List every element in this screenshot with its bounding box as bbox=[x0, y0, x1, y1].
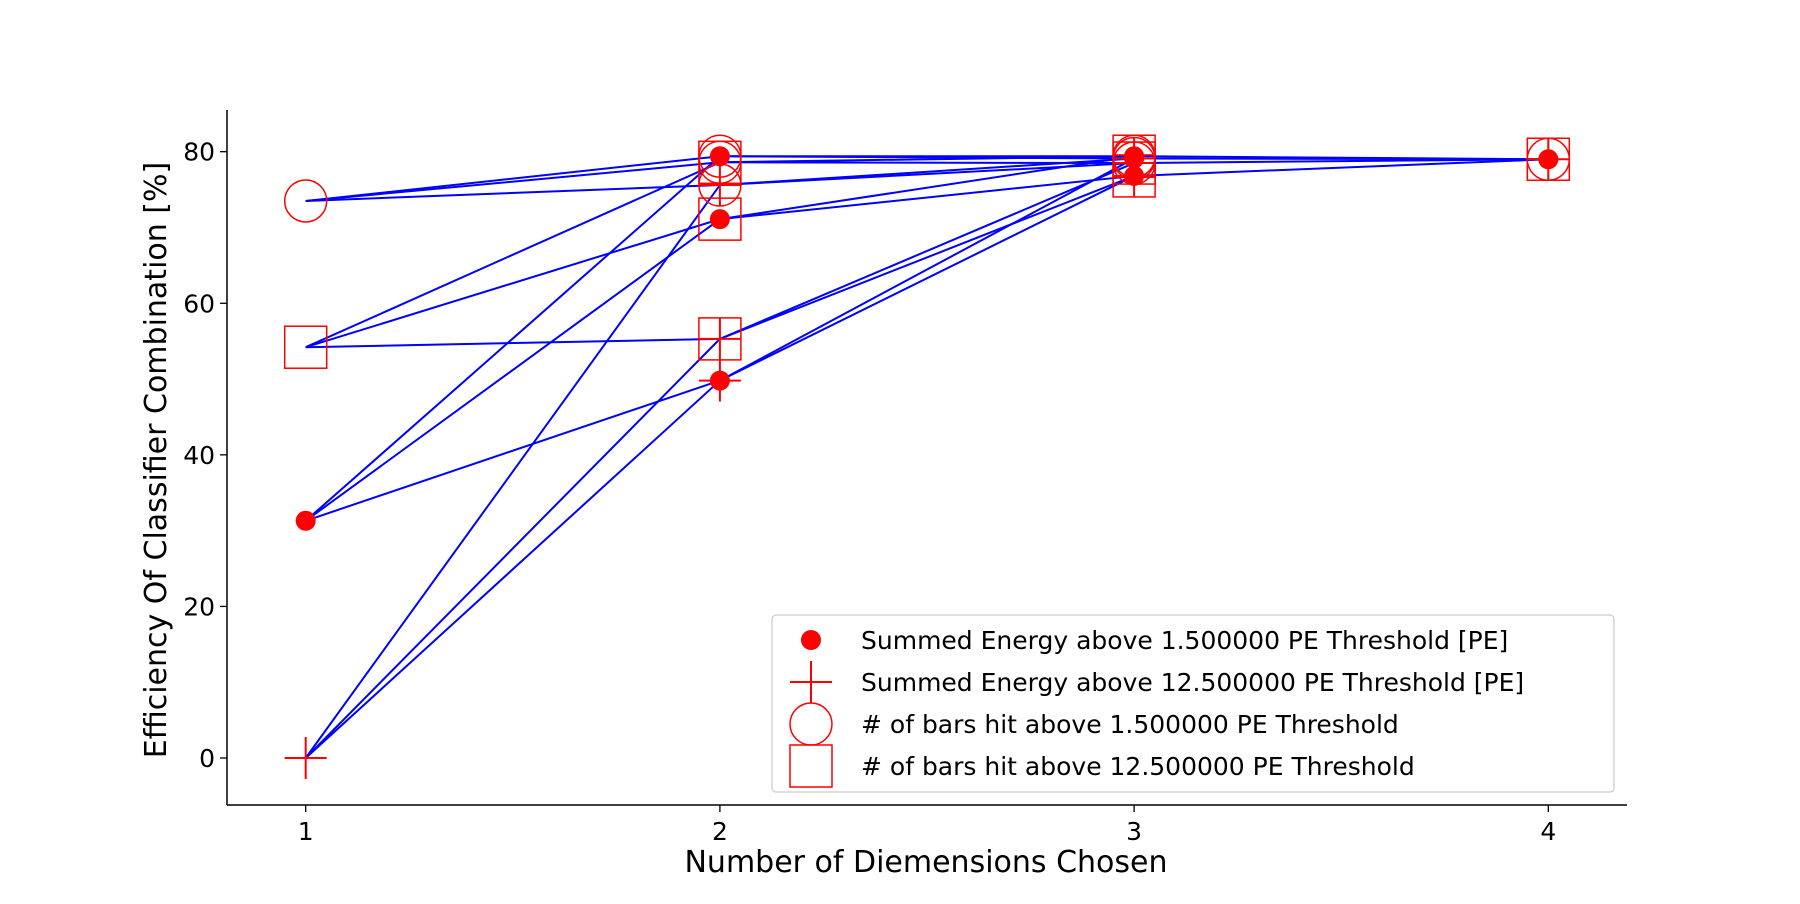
connection-line bbox=[305, 218, 721, 522]
connection-line bbox=[305, 155, 721, 522]
connection-line bbox=[304, 338, 721, 759]
data-point bbox=[698, 359, 741, 402]
marker-open-square bbox=[1112, 141, 1156, 185]
y-tick-label: 20 bbox=[183, 592, 215, 621]
marker-open-square bbox=[698, 140, 742, 185]
y-tick-label: 0 bbox=[199, 744, 215, 773]
connection-line bbox=[305, 184, 720, 202]
data-point bbox=[295, 510, 316, 531]
connection-line bbox=[305, 161, 720, 202]
marker-open-square bbox=[1526, 137, 1571, 182]
legend-label: Summed Energy above 12.500000 PE Thresho… bbox=[861, 668, 1524, 697]
legend-item: # of bars hit above 12.500000 PE Thresho… bbox=[789, 744, 1415, 788]
legend-label: Summed Energy above 1.500000 PE Threshol… bbox=[861, 626, 1508, 655]
connection-line bbox=[719, 174, 1135, 221]
connection-line bbox=[305, 379, 721, 522]
connection-line bbox=[719, 175, 1135, 382]
legend: Summed Energy above 1.500000 PE Threshol… bbox=[771, 614, 1615, 793]
connection-line bbox=[719, 162, 1135, 187]
legend-box bbox=[771, 614, 1615, 793]
x-tick-label: 1 bbox=[298, 817, 314, 846]
legend-item: # of bars hit above 1.500000 PE Threshol… bbox=[789, 702, 1399, 746]
data-point bbox=[284, 737, 327, 780]
y-axis-label: Efficiency Of Classifier Combination [%] bbox=[139, 162, 174, 758]
marker-open-square bbox=[789, 744, 833, 788]
legend-label: # of bars hit above 12.500000 PE Thresho… bbox=[861, 752, 1415, 781]
connection-line bbox=[719, 162, 1135, 340]
marker-open-circle bbox=[283, 179, 328, 223]
connection-line bbox=[305, 337, 720, 349]
connection-line bbox=[1134, 158, 1549, 165]
data-point bbox=[283, 325, 328, 369]
x-tick-label: 4 bbox=[1540, 817, 1556, 846]
marker-open-square bbox=[698, 317, 742, 361]
data-point bbox=[1526, 137, 1571, 182]
connection-line bbox=[719, 157, 1135, 382]
marker-open-square bbox=[283, 325, 328, 369]
marker-filled-circle bbox=[709, 209, 730, 230]
connection-line bbox=[305, 379, 721, 759]
connection-line bbox=[305, 161, 721, 349]
data-point bbox=[698, 140, 742, 185]
connection-line bbox=[719, 175, 1135, 340]
data-point bbox=[283, 179, 328, 223]
legend-item: Summed Energy above 12.500000 PE Thresho… bbox=[790, 661, 1524, 703]
data-point bbox=[698, 317, 742, 361]
data-markers bbox=[283, 134, 1571, 780]
connection-line bbox=[719, 161, 1135, 165]
y-tick-label: 60 bbox=[183, 289, 215, 318]
connection-line bbox=[304, 184, 721, 759]
connection-line bbox=[719, 155, 1135, 164]
data-point bbox=[698, 163, 742, 207]
connection-line bbox=[305, 218, 721, 349]
x-tick-label: 3 bbox=[1126, 817, 1142, 846]
y-tick-label: 80 bbox=[183, 138, 215, 167]
connection-lines bbox=[304, 155, 1549, 759]
legend-item: Summed Energy above 1.500000 PE Threshol… bbox=[801, 626, 1508, 655]
data-point bbox=[1112, 141, 1156, 185]
y-tick-label: 40 bbox=[183, 441, 215, 470]
marker-filled-circle bbox=[709, 146, 730, 167]
connection-line bbox=[1134, 158, 1549, 177]
legend-label: # of bars hit above 1.500000 PE Threshol… bbox=[861, 710, 1399, 739]
marker-filled-circle bbox=[295, 510, 316, 531]
x-axis-label: Number of Diemensions Chosen bbox=[684, 845, 1167, 880]
connection-line bbox=[1134, 155, 1549, 161]
marker-open-circle bbox=[698, 163, 742, 207]
x-tick-label: 2 bbox=[712, 817, 728, 846]
connection-line bbox=[305, 155, 721, 202]
marker-filled-circle bbox=[801, 630, 821, 650]
